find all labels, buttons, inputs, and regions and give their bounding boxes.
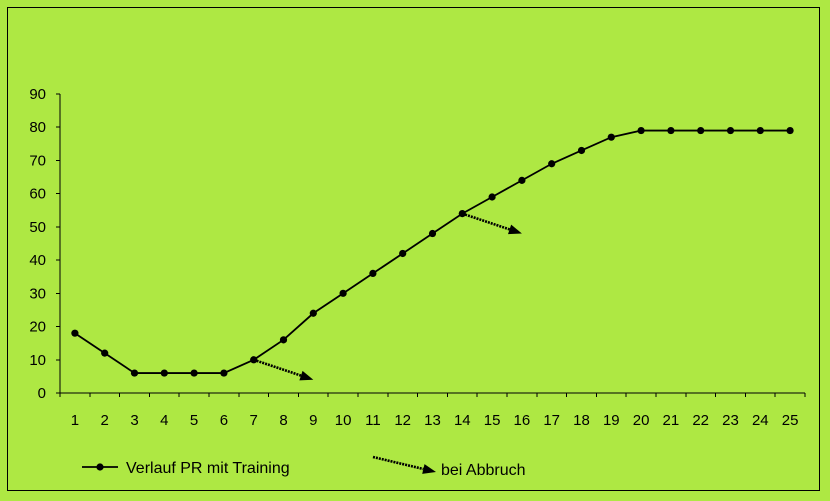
data-point — [71, 329, 79, 337]
data-point — [101, 349, 109, 357]
chart-frame — [7, 7, 820, 491]
data-point — [220, 369, 228, 377]
x-tick-label: 1 — [71, 412, 79, 429]
data-point — [339, 289, 347, 297]
data-point — [488, 193, 496, 201]
x-axis: 1 2 3 4 5 6 7 8 9 10 11 12 13 14 15 16 17 18 19 20 21 22 23 24 2… — [59, 392, 806, 429]
data-point — [786, 126, 794, 135]
series-group — [71, 126, 794, 377]
y-tick-label: 90 — [29, 86, 46, 103]
x-tick-label: 19 — [603, 412, 620, 429]
dropout-arrow-line — [253, 358, 302, 377]
x-tick-label: 13 — [424, 412, 441, 429]
x-tick-label: 4 — [160, 412, 168, 429]
data-point — [279, 336, 288, 344]
x-tick-label: 11 — [365, 412, 381, 429]
x-tick-label: 5 — [190, 412, 198, 429]
legend-dot-marker — [96, 463, 104, 471]
data-point — [697, 126, 705, 135]
data-point — [309, 309, 317, 317]
y-tick-label: 10 — [29, 352, 46, 369]
data-point — [607, 133, 615, 141]
data-point — [637, 126, 645, 135]
x-tick-label: 20 — [633, 412, 650, 429]
dropout-arrow-head — [507, 224, 522, 235]
x-tick-label: 6 — [220, 412, 228, 429]
x-tick-label: 16 — [514, 412, 531, 429]
x-tick-label: 10 — [335, 412, 352, 429]
y-tick-label: 40 — [29, 252, 46, 269]
x-tick-label: 2 — [101, 412, 109, 429]
y-tick-label: 70 — [29, 152, 46, 169]
data-point — [428, 229, 437, 238]
dropout-arrow-line — [461, 212, 510, 231]
data-point — [399, 249, 407, 258]
x-tick-label: 14 — [454, 412, 471, 429]
dropout-arrow-head — [299, 370, 314, 381]
y-tick-label: 60 — [29, 186, 46, 203]
arrow-group — [253, 212, 522, 381]
x-tick-label: 25 — [782, 412, 799, 429]
y-tick-label: 80 — [29, 119, 46, 136]
x-tick-label: 7 — [250, 412, 258, 429]
data-point — [756, 126, 764, 135]
x-tick-label: 24 — [752, 412, 769, 429]
y-tick-label: 0 — [38, 385, 46, 402]
x-tick-label: 8 — [279, 412, 287, 429]
y-axis: 0 10 20 30 40 50 60 70 80 90 — [29, 86, 61, 402]
x-tick-label: 22 — [692, 412, 709, 429]
data-point — [130, 369, 139, 377]
y-tick-label: 30 — [29, 285, 46, 302]
legend-label-series: Verlauf PR mit Training — [126, 460, 290, 477]
data-point — [160, 369, 168, 377]
x-tick-label: 12 — [394, 412, 411, 429]
y-tick-label: 50 — [29, 219, 46, 236]
data-point — [518, 176, 526, 184]
legend-arrow-line — [372, 455, 424, 471]
x-tick-label: 15 — [484, 412, 501, 429]
data-point — [667, 126, 675, 135]
legend-label-arrow: bei Abbruch — [441, 462, 526, 479]
legend-arrow-head — [422, 464, 436, 474]
data-point — [548, 160, 556, 168]
x-tick-label: 18 — [573, 412, 590, 429]
data-point — [190, 369, 198, 377]
data-point — [577, 146, 586, 155]
x-tick-label: 21 — [663, 412, 680, 429]
data-point — [369, 269, 377, 277]
x-tick-label: 17 — [543, 412, 560, 429]
series-line — [74, 129, 791, 374]
legend: Verlauf PR mit Training bei Abbruch — [82, 455, 526, 479]
x-tick-label: 23 — [722, 412, 739, 429]
x-tick-label: 9 — [309, 412, 317, 429]
x-tick-label: 3 — [130, 412, 138, 429]
y-tick-label: 20 — [29, 319, 46, 336]
data-point — [250, 356, 258, 364]
data-point — [726, 126, 735, 135]
